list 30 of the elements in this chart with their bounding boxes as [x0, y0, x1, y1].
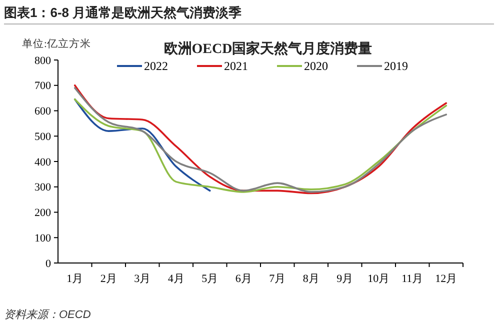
y-tick-label: 100 [34, 232, 52, 244]
line-series [74, 98, 211, 192]
chart-title: 图表1：6-8 月通常是欧洲天然气消费淡季 [4, 5, 242, 20]
y-tick-label: 700 [34, 80, 52, 92]
y-tick-label: 200 [34, 207, 52, 220]
x-tick-label: 12月 [435, 273, 458, 285]
x-tick-label: 2月 [100, 273, 117, 285]
x-tick-label: 6月 [235, 273, 252, 285]
y-tick-label: 0 [46, 258, 52, 270]
text: 资料来源：OECD [4, 308, 91, 321]
legend-label: 2019 [384, 59, 408, 74]
y-tick-label: 400 [34, 156, 52, 168]
x-tick-label: 8月 [302, 273, 320, 285]
y-tick-label: 300 [34, 182, 52, 194]
x-tick-label: 1月 [66, 273, 84, 285]
x-tick-label: 11月 [402, 273, 424, 285]
y-axis-title: 单位:亿立方米 [22, 37, 91, 50]
y-tick-label: 500 [34, 130, 52, 143]
x-tick-label: 5月 [202, 273, 218, 285]
x-tick-label: 3月 [134, 273, 151, 285]
y-tick-label: 800 [34, 54, 52, 67]
legend-label: 2022 [144, 59, 168, 74]
legend-label: 2021 [224, 59, 248, 74]
x-tick-label: 10月 [368, 273, 390, 285]
legend-label: 2020 [304, 59, 328, 74]
x-tick-label: 7月 [269, 273, 286, 285]
x-tick-label: 9月 [336, 273, 354, 285]
chart-subtitle: 欧洲OECD国家天然气月度消费量 [164, 40, 372, 57]
x-tick-label: 4月 [168, 273, 184, 285]
y-tick-label: 600 [34, 106, 52, 118]
